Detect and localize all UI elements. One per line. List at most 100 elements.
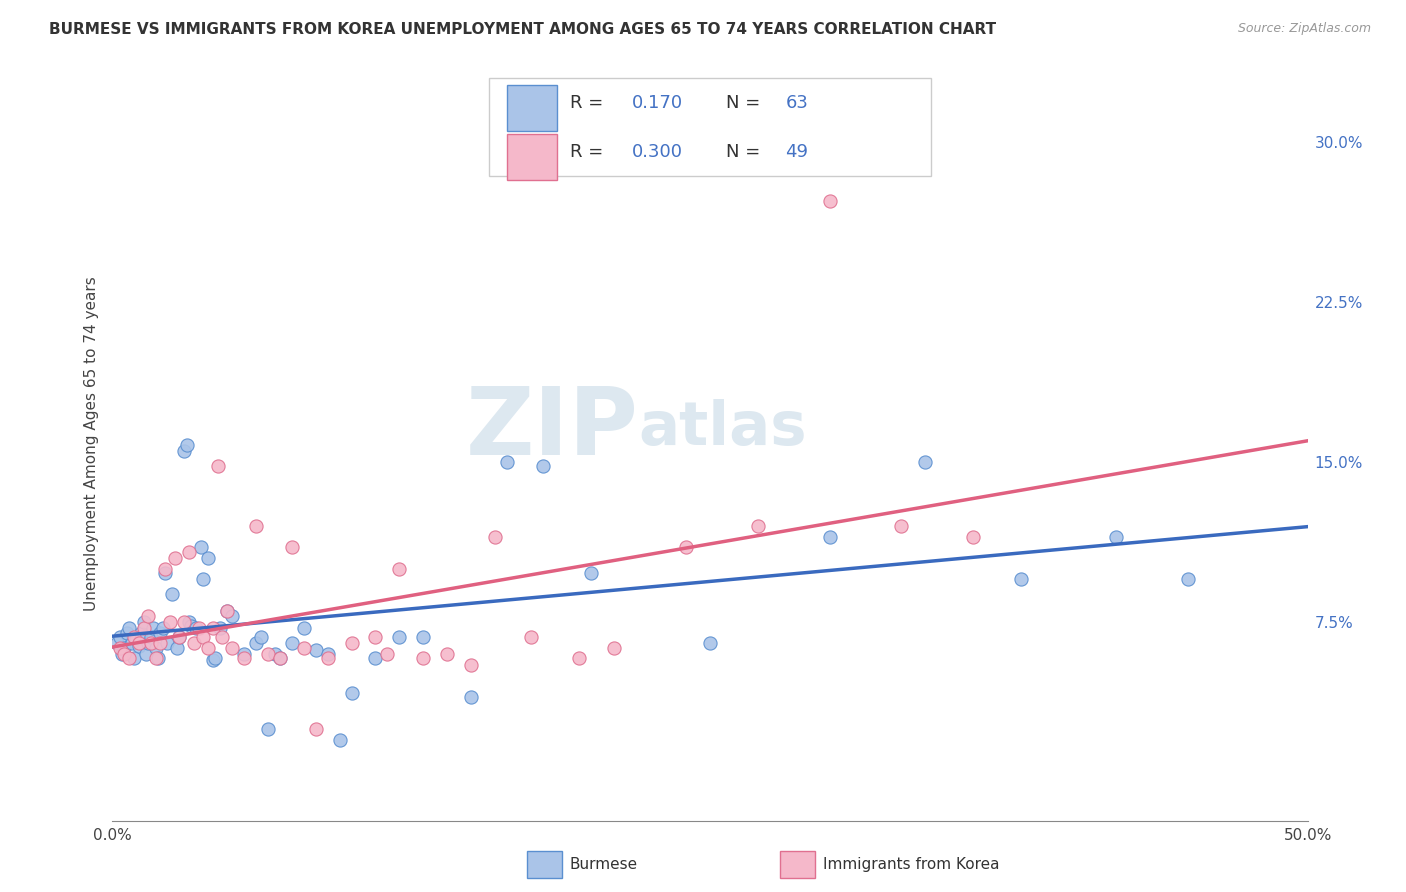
Text: Burmese: Burmese: [569, 857, 637, 871]
Point: [173, 444, 195, 458]
Point: [121, 636, 143, 650]
Point: [138, 608, 160, 623]
Point: [152, 622, 174, 636]
Point: [496, 455, 519, 469]
Y-axis label: Unemployment Among Ages 65 to 74 years: Unemployment Among Ages 65 to 74 years: [83, 277, 98, 611]
Point: [364, 630, 387, 644]
Point: [108, 640, 131, 655]
Point: [579, 566, 602, 580]
Point: [183, 636, 205, 650]
Point: [142, 622, 165, 636]
Point: [145, 651, 167, 665]
Point: [132, 615, 155, 629]
Point: [340, 636, 363, 650]
Point: [132, 622, 155, 636]
Point: [187, 622, 209, 636]
Point: [316, 651, 339, 665]
Point: [180, 619, 202, 633]
Point: [818, 530, 841, 544]
Point: [211, 630, 233, 644]
Point: [149, 625, 172, 640]
Point: [129, 625, 152, 640]
Point: [153, 562, 176, 576]
Point: [269, 651, 291, 665]
Point: [115, 625, 138, 640]
Point: [169, 630, 191, 644]
Point: [173, 615, 195, 629]
Point: [249, 630, 271, 644]
Point: [264, 647, 287, 661]
Point: [890, 519, 912, 533]
Point: [233, 651, 256, 665]
Point: [520, 630, 543, 644]
Point: [603, 640, 626, 655]
Point: [166, 640, 188, 655]
Point: [159, 615, 181, 629]
Text: atlas: atlas: [638, 400, 807, 458]
Point: [412, 651, 434, 665]
FancyBboxPatch shape: [508, 85, 557, 131]
Point: [197, 640, 219, 655]
Text: Immigrants from Korea: Immigrants from Korea: [823, 857, 1000, 871]
Point: [177, 615, 200, 629]
Point: [217, 604, 239, 618]
Point: [484, 530, 506, 544]
Point: [292, 622, 315, 636]
Point: [281, 541, 304, 555]
Point: [177, 544, 200, 558]
Point: [412, 630, 434, 644]
Point: [675, 541, 697, 555]
Point: [207, 459, 229, 474]
Point: [436, 647, 458, 661]
Point: [114, 647, 135, 661]
Point: [186, 622, 208, 636]
Text: N =: N =: [725, 143, 765, 161]
Point: [747, 519, 769, 533]
Point: [193, 573, 215, 587]
Point: [209, 622, 232, 636]
Point: [316, 647, 339, 661]
Point: [197, 551, 219, 566]
Point: [176, 438, 198, 452]
Point: [156, 636, 179, 650]
Point: [364, 651, 387, 665]
Point: [245, 519, 267, 533]
Point: [138, 636, 160, 650]
Text: BURMESE VS IMMIGRANTS FROM KOREA UNEMPLOYMENT AMONG AGES 65 TO 74 YEARS CORRELAT: BURMESE VS IMMIGRANTS FROM KOREA UNEMPLO…: [49, 22, 997, 37]
Text: 63: 63: [786, 94, 808, 112]
Text: R =: R =: [571, 143, 609, 161]
Point: [568, 651, 591, 665]
Point: [1105, 530, 1128, 544]
Point: [201, 622, 224, 636]
Point: [201, 653, 224, 667]
Point: [190, 541, 212, 555]
Point: [128, 639, 150, 653]
Point: [149, 636, 172, 650]
Text: Source: ZipAtlas.com: Source: ZipAtlas.com: [1237, 22, 1371, 36]
Point: [221, 640, 243, 655]
Point: [105, 636, 128, 650]
Point: [245, 636, 267, 650]
Text: 0.170: 0.170: [633, 94, 683, 112]
Point: [204, 651, 226, 665]
Point: [269, 651, 291, 665]
Text: N =: N =: [725, 94, 765, 112]
Point: [388, 630, 411, 644]
Point: [118, 651, 141, 665]
Point: [162, 587, 183, 601]
Point: [169, 630, 191, 644]
Point: [163, 551, 186, 566]
Point: [122, 651, 145, 665]
Point: [305, 642, 328, 657]
Point: [305, 722, 328, 736]
Point: [1177, 573, 1199, 587]
Point: [139, 630, 162, 644]
Point: [111, 647, 134, 661]
Point: [108, 630, 131, 644]
Point: [125, 632, 148, 647]
FancyBboxPatch shape: [508, 134, 557, 180]
Point: [135, 647, 157, 661]
Point: [460, 657, 482, 672]
Point: [292, 640, 315, 655]
Point: [281, 636, 304, 650]
